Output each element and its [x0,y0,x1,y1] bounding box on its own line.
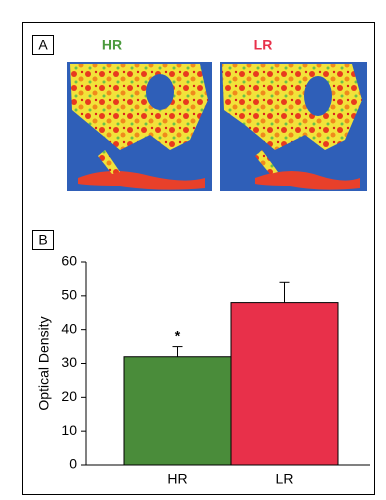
x-tick-label: LR [276,471,294,487]
bar [231,303,338,465]
bar [124,357,231,465]
y-tick-label: 40 [61,320,77,336]
panel-label: A [38,37,48,53]
y-tick-label: 50 [61,287,77,303]
y-tick-label: 0 [69,456,77,472]
y-tick-label: 20 [61,388,77,404]
y-tick-label: 30 [61,354,77,370]
image-title: LR [254,37,273,53]
heatmap [67,62,212,191]
annotation: * [175,327,181,343]
heatmap [220,62,367,191]
y-tick-label: 60 [61,253,77,269]
panel-label: B [38,232,47,248]
y-tick-label: 10 [61,422,77,438]
figure: A B HR LR 0 10 20 30 40 50 60 Optical Density HR * L… [0,0,386,495]
y-axis-label: Optical Density [36,316,52,410]
image-title: HR [102,37,122,53]
x-tick-label: HR [167,471,187,487]
